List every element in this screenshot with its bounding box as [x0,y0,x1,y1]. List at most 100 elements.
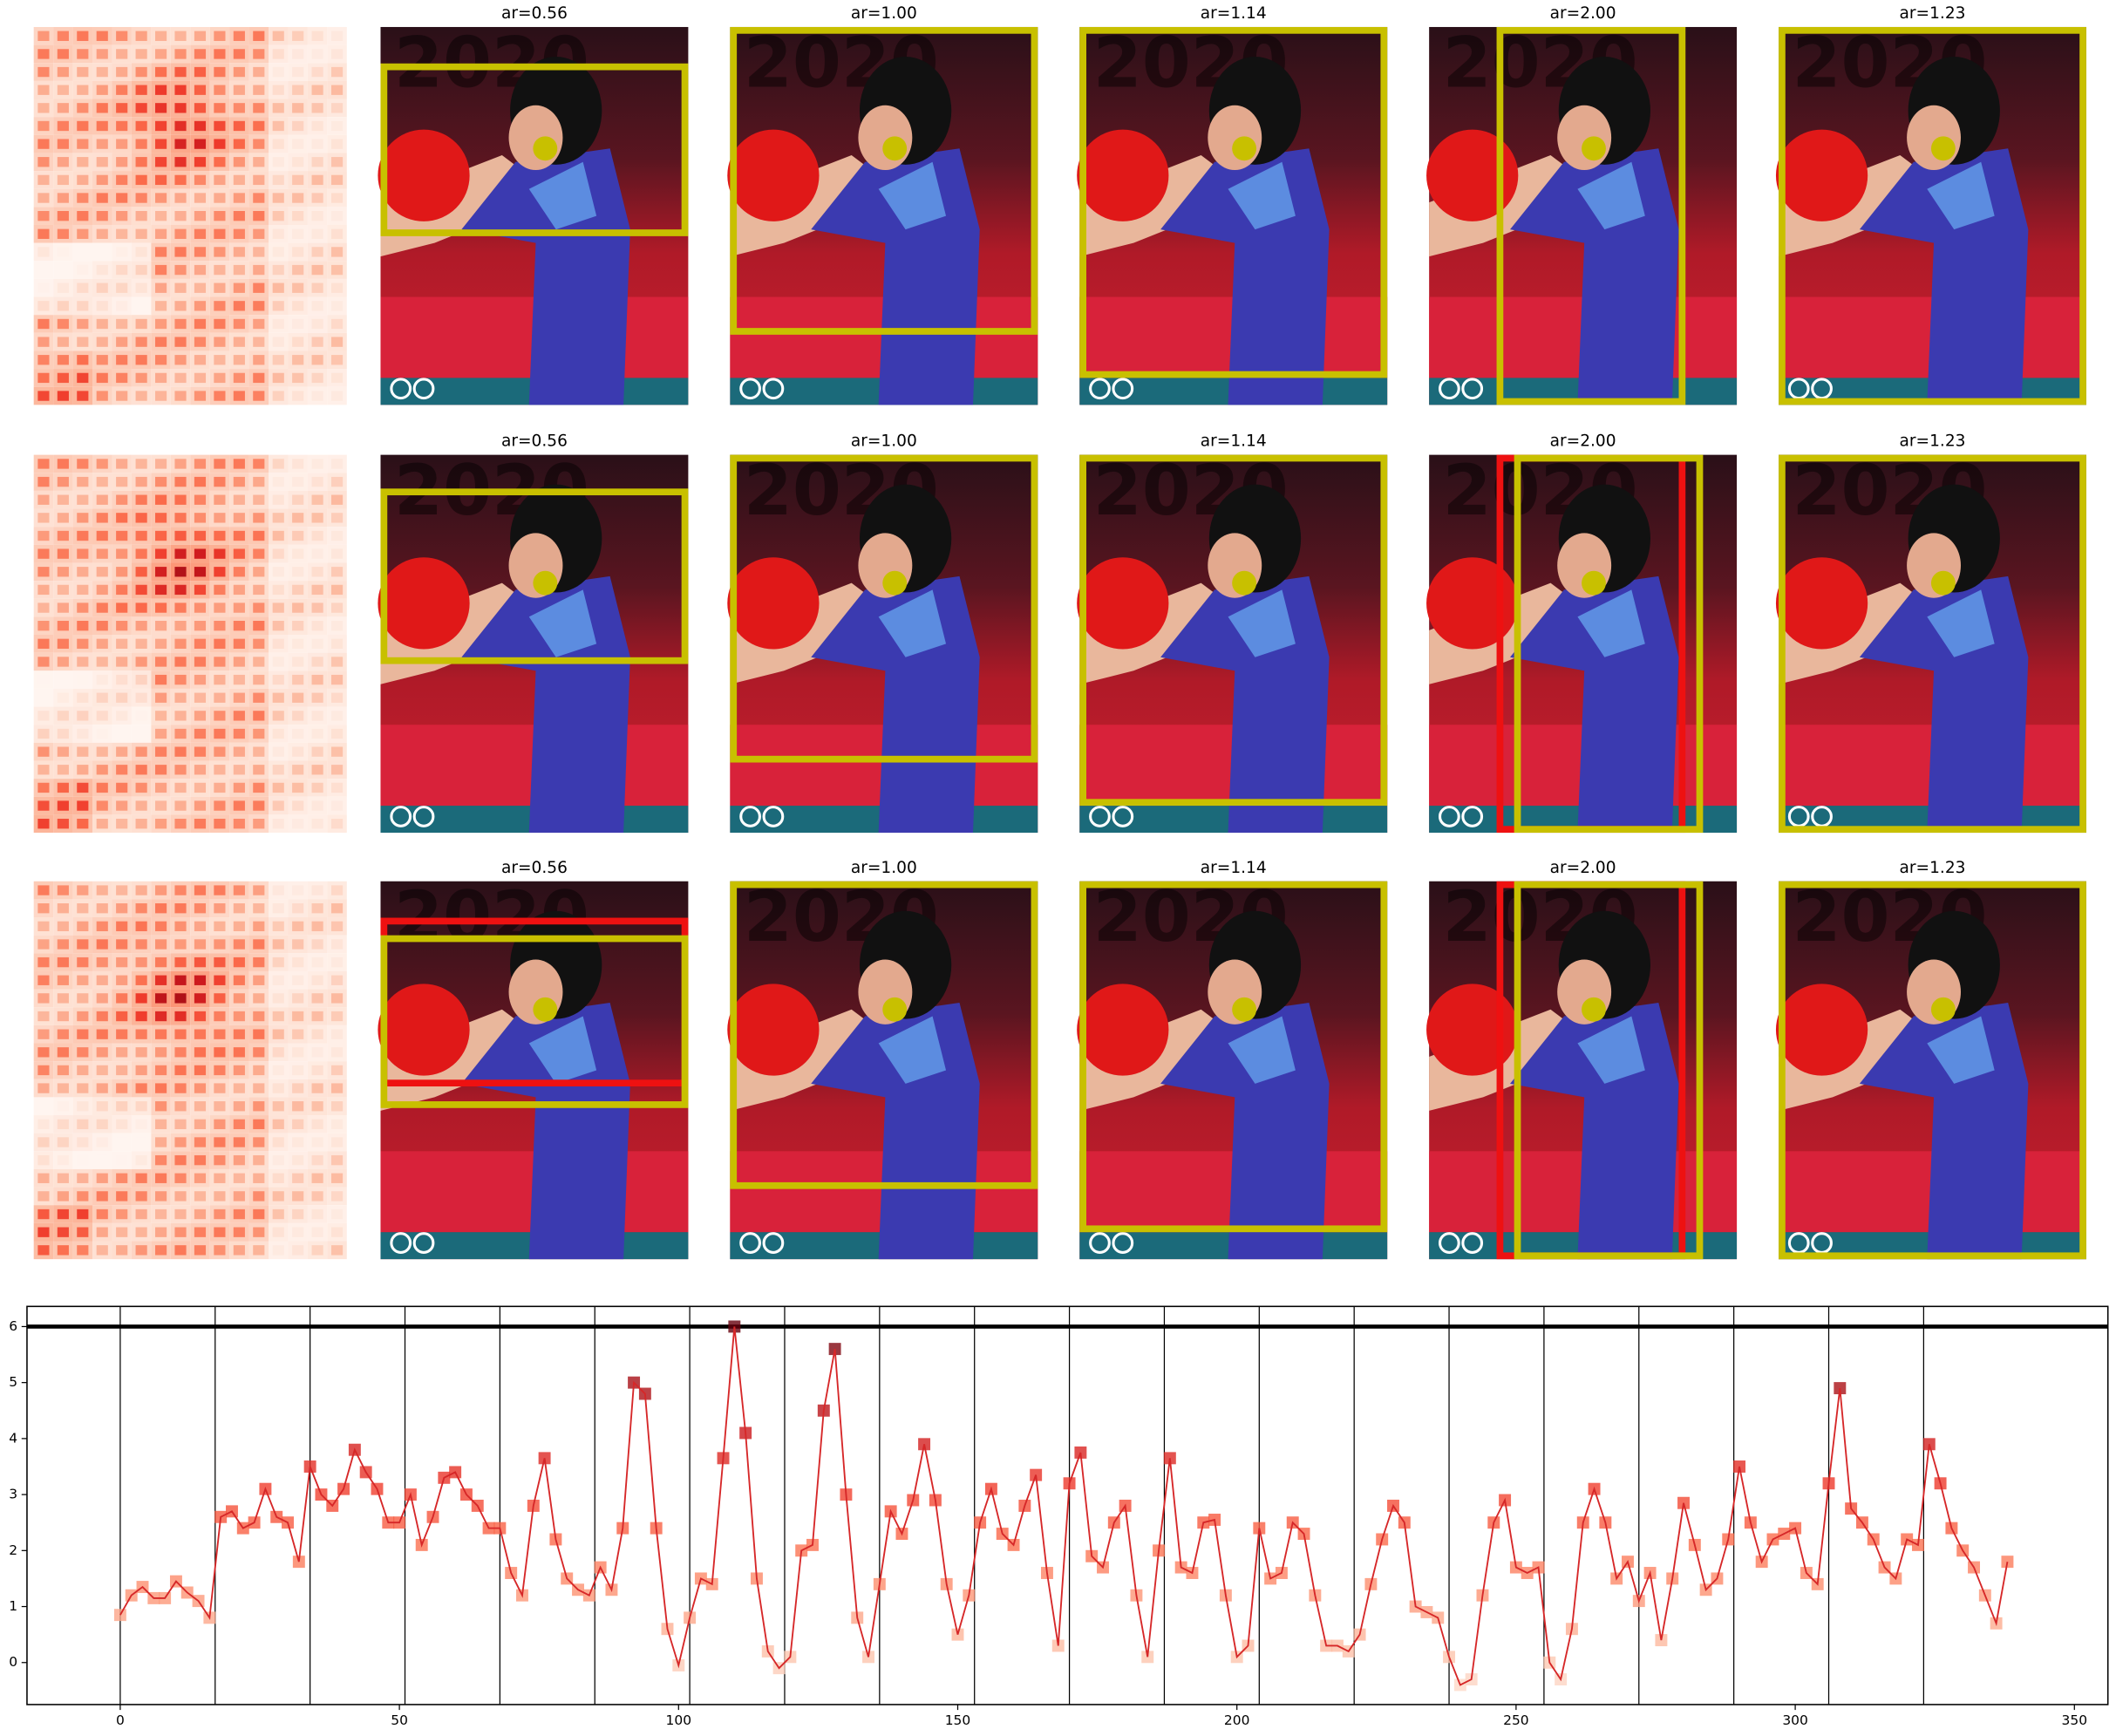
heatmap-cell [272,228,284,239]
heatmap-cell [57,49,69,59]
heatmap-cell [116,1083,128,1093]
heatmap-cell [292,318,304,330]
heatmap-cell [174,103,187,113]
heatmap-cell [135,638,147,650]
heatmap-cell [116,264,128,276]
crop-box [380,488,689,664]
heatmap-cell [135,746,147,757]
heatmap-cell [292,459,304,469]
heatmap-cell [96,638,108,650]
heatmap-cell [37,228,50,239]
heatmap-cell [77,49,89,59]
heatmap-cell [37,903,50,914]
photo [376,19,690,406]
heatmap-cell [116,800,128,811]
keypoint [1232,997,1257,1022]
heatmap-cell [311,602,323,613]
heatmap-cell [292,993,304,1004]
heatmap-cell [135,318,147,330]
heatmap-cell [116,746,128,757]
heatmap-cell [292,283,304,293]
heatmap-cell [116,1245,128,1256]
heatmap-cell [194,1154,207,1166]
heatmap-cell [330,1119,344,1130]
heatmap-cell [37,120,50,132]
heatmap-cell [194,31,207,41]
heatmap-cell [311,210,323,221]
heatmap-cell [174,1029,187,1039]
heatmap-cell [135,975,147,985]
heatmap-cell [214,1173,226,1183]
heatmap-cell [155,584,167,596]
heatmap-cell [233,530,245,541]
heatmap-cell [194,602,207,613]
heatmap-cell [194,1137,207,1147]
heatmap-cell [311,657,323,667]
heatmap-cell [292,476,304,487]
heatmap-cell [292,921,304,932]
heatmap-cell [57,800,69,811]
heatmap-cell [311,993,323,1004]
heatmap-cell [77,301,89,311]
heatmap-cell [174,391,187,401]
heatmap-cell [311,903,323,914]
heatmap-cell [135,602,147,613]
heatmap-cell [214,372,226,384]
heatmap-cell [77,567,89,577]
heatmap-cell [233,903,245,914]
heatmap [33,881,347,1260]
heatmap-cell [37,1119,50,1130]
heatmap-cell [253,85,265,95]
heatmap-cell [253,1154,265,1166]
heatmap-cell [272,885,284,895]
heatmap-cell [311,120,323,132]
heatmap-cell [57,1065,69,1076]
heatmap-cell [77,264,89,276]
heatmap-cell [292,621,304,631]
heatmap-cell [253,459,265,469]
heatmap-cell [155,1029,167,1039]
heatmap-cell [233,193,245,203]
heatmap-cell [37,1137,50,1147]
heatmap-cell [233,602,245,613]
heatmap-cell [292,746,304,757]
heatmap-cell [214,621,226,631]
heatmap-cell [330,391,344,401]
heatmap-cell [57,1154,69,1166]
heatmap-cell [96,621,108,631]
heatmap-cell [233,1065,245,1076]
heatmap-cell [155,210,167,221]
x-tick-label: 0 [116,1712,125,1728]
heatmap-cell [330,337,344,347]
photo [376,874,690,1261]
heatmap-cell [135,283,147,293]
heatmap-cell [57,103,69,113]
heatmap-cell [311,921,323,932]
heatmap-cell [116,885,128,895]
heatmap-cell [174,819,187,829]
heatmap-cell [116,939,128,950]
heatmap-cell [253,476,265,487]
heatmap-cell [194,210,207,221]
heatmap-cell [253,1137,265,1147]
heatmap-cell [77,85,89,95]
heatmap-cell [311,674,323,685]
heatmap-cell [233,584,245,596]
heatmap-cell [233,728,245,739]
heatmap-cell [330,1245,344,1256]
heatmap-cell [292,657,304,667]
heatmap-cell [272,337,284,347]
heatmap-cell [57,674,69,685]
heatmap-cell [272,1065,284,1076]
heatmap-cell [233,638,245,650]
heatmap-cell [155,228,167,239]
heatmap-cell [233,120,245,132]
heatmap-cell [194,264,207,276]
heatmap-cell [135,31,147,41]
heatmap-cell [155,1011,167,1022]
heatmap-cell [155,957,167,968]
heatmap-cell [77,746,89,757]
crop-box [380,63,689,236]
heatmap-cell [253,228,265,239]
